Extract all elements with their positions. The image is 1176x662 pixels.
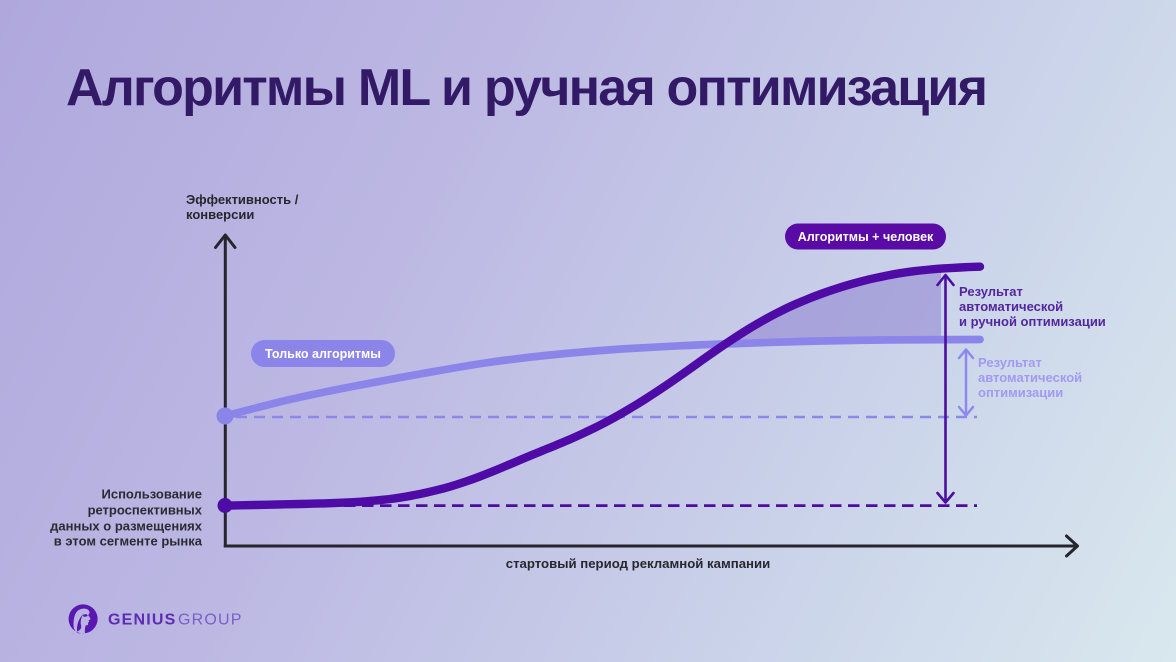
svg-text:автоматической: автоматической — [959, 299, 1063, 314]
svg-text:Использование: Использование — [102, 487, 203, 502]
svg-text:и ручной оптимизации: и ручной оптимизации — [959, 314, 1106, 329]
svg-text:Только алгоритмы: Только алгоритмы — [265, 347, 381, 361]
svg-text:оптимизации: оптимизации — [978, 385, 1063, 400]
svg-text:Алгоритмы ML и ручная оптимиза: Алгоритмы ML и ручная оптимизация — [66, 59, 986, 117]
svg-text:ретроспективных: ретроспективных — [88, 503, 203, 518]
svg-text:стартовый период рекламной кам: стартовый период рекламной кампании — [506, 556, 770, 571]
svg-text:автоматической: автоматической — [978, 370, 1082, 385]
svg-text:в этом сегменте рынка: в этом сегменте рынка — [54, 534, 203, 549]
svg-text:Результат: Результат — [978, 355, 1042, 370]
svg-text:данных о размещениях: данных о размещениях — [50, 519, 203, 534]
svg-text:Эффективность /: Эффективность / — [186, 192, 299, 207]
svg-text:Алгоритмы + человек: Алгоритмы + человек — [798, 230, 934, 244]
svg-text:Результат: Результат — [959, 284, 1023, 299]
svg-text:конверсии: конверсии — [186, 207, 254, 222]
svg-text:GROUP: GROUP — [178, 612, 243, 629]
svg-text:GENIUS: GENIUS — [108, 612, 177, 629]
